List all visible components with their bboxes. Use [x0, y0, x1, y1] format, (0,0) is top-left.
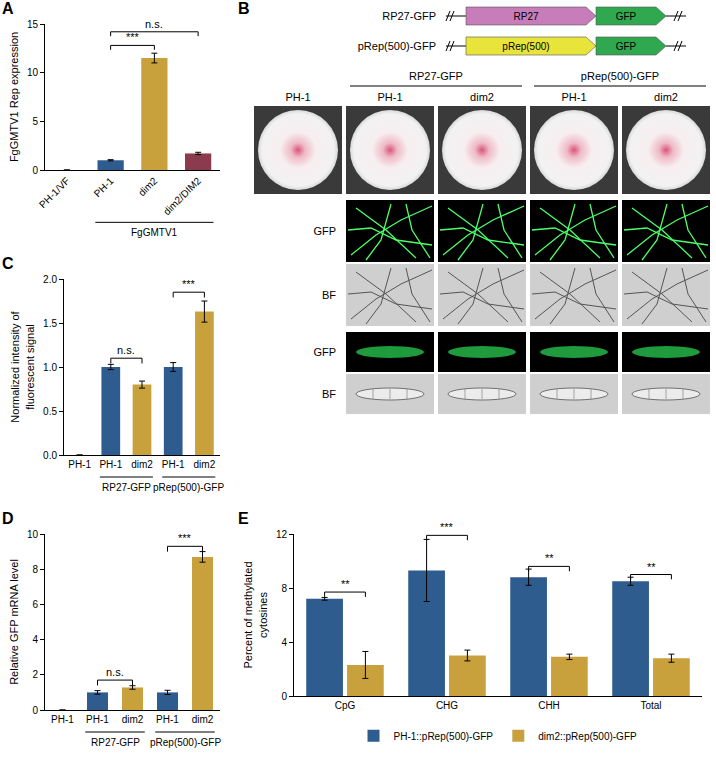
- svg-text:CpG: CpG: [335, 700, 356, 711]
- svg-text:Percent of methylatedcytosines: Percent of methylatedcytosines: [242, 561, 268, 668]
- svg-text:**: **: [341, 578, 350, 590]
- svg-text:n.s.: n.s.: [145, 18, 163, 30]
- svg-text:n.s.: n.s.: [117, 344, 135, 356]
- svg-text:dim2/DIM2: dim2/DIM2: [161, 175, 203, 217]
- svg-text:BF: BF: [322, 289, 336, 301]
- html-text:E: E: [238, 510, 249, 527]
- svg-text:PH-1: PH-1: [285, 91, 310, 103]
- svg-text:RP27: RP27: [513, 11, 538, 22]
- svg-text:***: ***: [126, 31, 140, 43]
- svg-text:6: 6: [32, 599, 38, 610]
- svg-text:PH-1: PH-1: [561, 91, 586, 103]
- svg-text:dim2::pRep(500)-GFP: dim2::pRep(500)-GFP: [538, 731, 637, 742]
- svg-text:dim2: dim2: [192, 714, 214, 725]
- svg-text:0: 0: [32, 165, 38, 176]
- svg-text:dim2: dim2: [122, 714, 144, 725]
- svg-text:GFP: GFP: [313, 346, 336, 358]
- svg-text:***: ***: [182, 278, 196, 290]
- svg-text:PH-1: PH-1: [86, 714, 109, 725]
- svg-text:dim2: dim2: [194, 459, 216, 470]
- html-text:D: D: [2, 510, 14, 527]
- svg-text:pRep(500)-GFP: pRep(500)-GFP: [150, 737, 221, 748]
- svg-text:8: 8: [32, 564, 38, 575]
- svg-text:***: ***: [440, 521, 454, 533]
- svg-text:CHG: CHG: [436, 700, 458, 711]
- svg-text:PH-1: PH-1: [92, 175, 116, 199]
- svg-text:2: 2: [32, 669, 38, 680]
- svg-text:PH-1/VF: PH-1/VF: [37, 175, 72, 210]
- svg-text:dim2: dim2: [654, 91, 678, 103]
- svg-text:***: ***: [178, 532, 192, 544]
- svg-text:15: 15: [27, 19, 39, 30]
- svg-text:pRep(500)-GFP: pRep(500)-GFP: [358, 40, 436, 52]
- svg-text:RP27-GFP: RP27-GFP: [409, 70, 463, 82]
- svg-text:FgGMTV1: FgGMTV1: [131, 227, 178, 238]
- svg-text:8: 8: [281, 583, 287, 594]
- svg-text:0.0: 0.0: [43, 450, 57, 461]
- svg-text:GFP: GFP: [616, 41, 637, 52]
- svg-text:**: **: [647, 561, 656, 573]
- html-text:C: C: [2, 255, 14, 272]
- svg-text:FgGMTV1 Rep expression: FgGMTV1 Rep expression: [8, 32, 20, 162]
- svg-text:RP27-GFP: RP27-GFP: [102, 482, 151, 493]
- svg-text:PH-1: PH-1: [162, 459, 185, 470]
- svg-text:**: **: [545, 552, 554, 564]
- html-text:B: B: [238, 0, 250, 17]
- svg-text:12: 12: [276, 529, 288, 540]
- svg-text:0: 0: [281, 691, 287, 702]
- svg-text:pRep(500): pRep(500): [502, 41, 549, 52]
- svg-text:GFP: GFP: [616, 11, 637, 22]
- svg-text:0.5: 0.5: [43, 406, 57, 417]
- svg-text:PH-1::pRep(500)-GFP: PH-1::pRep(500)-GFP: [394, 731, 494, 742]
- html-text:A: A: [2, 0, 14, 17]
- svg-text:0: 0: [32, 705, 38, 716]
- svg-text:Relative GFP mRNA level: Relative GFP mRNA level: [8, 559, 20, 685]
- svg-text:n.s.: n.s.: [106, 666, 124, 678]
- svg-text:PH-1: PH-1: [377, 91, 402, 103]
- svg-text:2.0: 2.0: [43, 274, 57, 285]
- svg-text:4: 4: [32, 634, 38, 645]
- svg-text:dim2: dim2: [136, 175, 159, 198]
- svg-text:BF: BF: [322, 388, 336, 400]
- svg-text:PH-1: PH-1: [156, 714, 179, 725]
- svg-text:dim2: dim2: [131, 459, 153, 470]
- svg-text:dim2: dim2: [470, 91, 494, 103]
- svg-text:PH-1: PH-1: [68, 459, 91, 470]
- svg-text:GFP: GFP: [313, 225, 336, 237]
- svg-text:PH-1: PH-1: [99, 459, 122, 470]
- svg-text:Total: Total: [640, 700, 661, 711]
- svg-text:CHH: CHH: [538, 700, 560, 711]
- svg-text:pRep(500)-GFP: pRep(500)-GFP: [153, 482, 224, 493]
- svg-text:5: 5: [32, 116, 38, 127]
- svg-text:PH-1: PH-1: [51, 714, 74, 725]
- svg-text:pRep(500)-GFP: pRep(500)-GFP: [581, 70, 659, 82]
- svg-text:4: 4: [281, 637, 287, 648]
- svg-text:RP27-GFP: RP27-GFP: [91, 737, 140, 748]
- svg-text:Normalized intensity offluores: Normalized intensity offluorescent signa…: [9, 310, 35, 422]
- svg-text:10: 10: [27, 529, 39, 540]
- svg-text:10: 10: [27, 67, 39, 78]
- svg-text:RP27-GFP: RP27-GFP: [382, 10, 436, 22]
- svg-text:1.0: 1.0: [43, 362, 57, 373]
- svg-text:1.5: 1.5: [43, 318, 57, 329]
